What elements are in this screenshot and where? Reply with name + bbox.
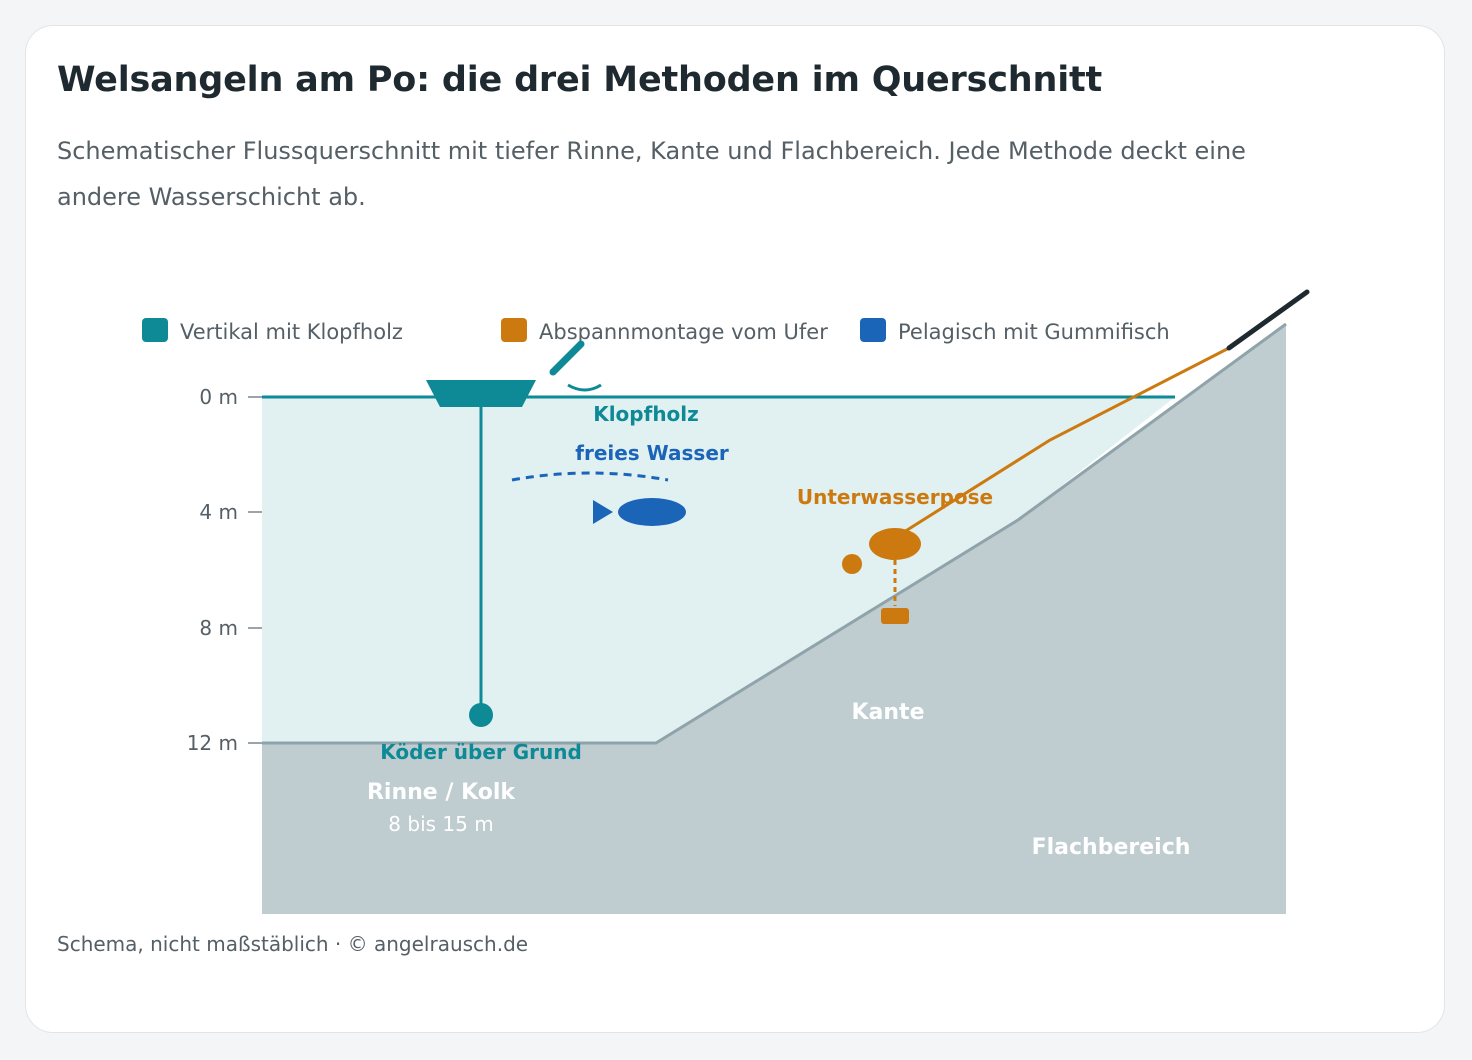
label-rinne: Rinne / Kolk: [367, 780, 516, 805]
pelagic-method: [511, 471, 686, 526]
boat-icon: [426, 380, 536, 407]
fish-tail-icon: [593, 500, 613, 524]
rod-icon: [1226, 289, 1310, 351]
klopfholz-stick-icon: [549, 340, 585, 376]
legend-label-abspann: Abspannmontage vom Ufer: [539, 320, 828, 344]
depth-tick-label: 4 m: [199, 500, 238, 524]
label-kante: Kante: [852, 700, 925, 725]
bait-icon: [469, 703, 493, 727]
water-body: [262, 397, 1175, 743]
sound-wave-icon: [567, 383, 602, 392]
label-klopfholz: Klopfholz: [593, 402, 699, 426]
legend-swatch-vertical: [142, 318, 168, 342]
label-koeder: Köder über Grund: [380, 740, 582, 764]
depth-tick-label: 0 m: [199, 385, 238, 409]
weight-icon: [881, 608, 909, 624]
bait-ball-icon: [842, 554, 862, 574]
abspann-method: [842, 289, 1310, 624]
legend-swatch-abspann: [501, 318, 527, 342]
label-unterwasserpose: Unterwasserpose: [797, 485, 993, 509]
lure-path-dashed: [511, 471, 669, 482]
legend-label-pelagisch: Pelagisch mit Gummifisch: [898, 320, 1170, 344]
depth-axis: 0 m 4 m 8 m 12 m: [187, 385, 262, 755]
label-freies-wasser: freies Wasser: [575, 441, 729, 465]
riverbed-edge-line: [262, 322, 1287, 745]
legend: Vertikal mit Klopfholz Abspannmontage vo…: [142, 318, 1170, 344]
page-title: Welsangeln am Po: die drei Methoden im Q…: [57, 60, 1103, 100]
legend-label-vertical: Vertikal mit Klopfholz: [180, 320, 403, 344]
depth-tick-label: 12 m: [187, 731, 238, 755]
label-rinne-depth: 8 bis 15 m: [388, 812, 493, 836]
page-subtitle: Schematischer Flussquerschnitt mit tiefe…: [57, 137, 1246, 211]
vertical-method: [426, 340, 602, 727]
fish-body-icon: [618, 498, 686, 526]
footer-note: Schema, nicht maßstäblich · © angelrausc…: [57, 932, 529, 956]
riverbed: [262, 324, 1286, 914]
label-flachbereich: Flachbereich: [1032, 835, 1191, 860]
abspann-main-line: [903, 346, 1230, 534]
legend-swatch-pelagisch: [860, 318, 886, 342]
underwater-float-icon: [869, 528, 921, 560]
depth-tick-label: 8 m: [199, 616, 238, 640]
